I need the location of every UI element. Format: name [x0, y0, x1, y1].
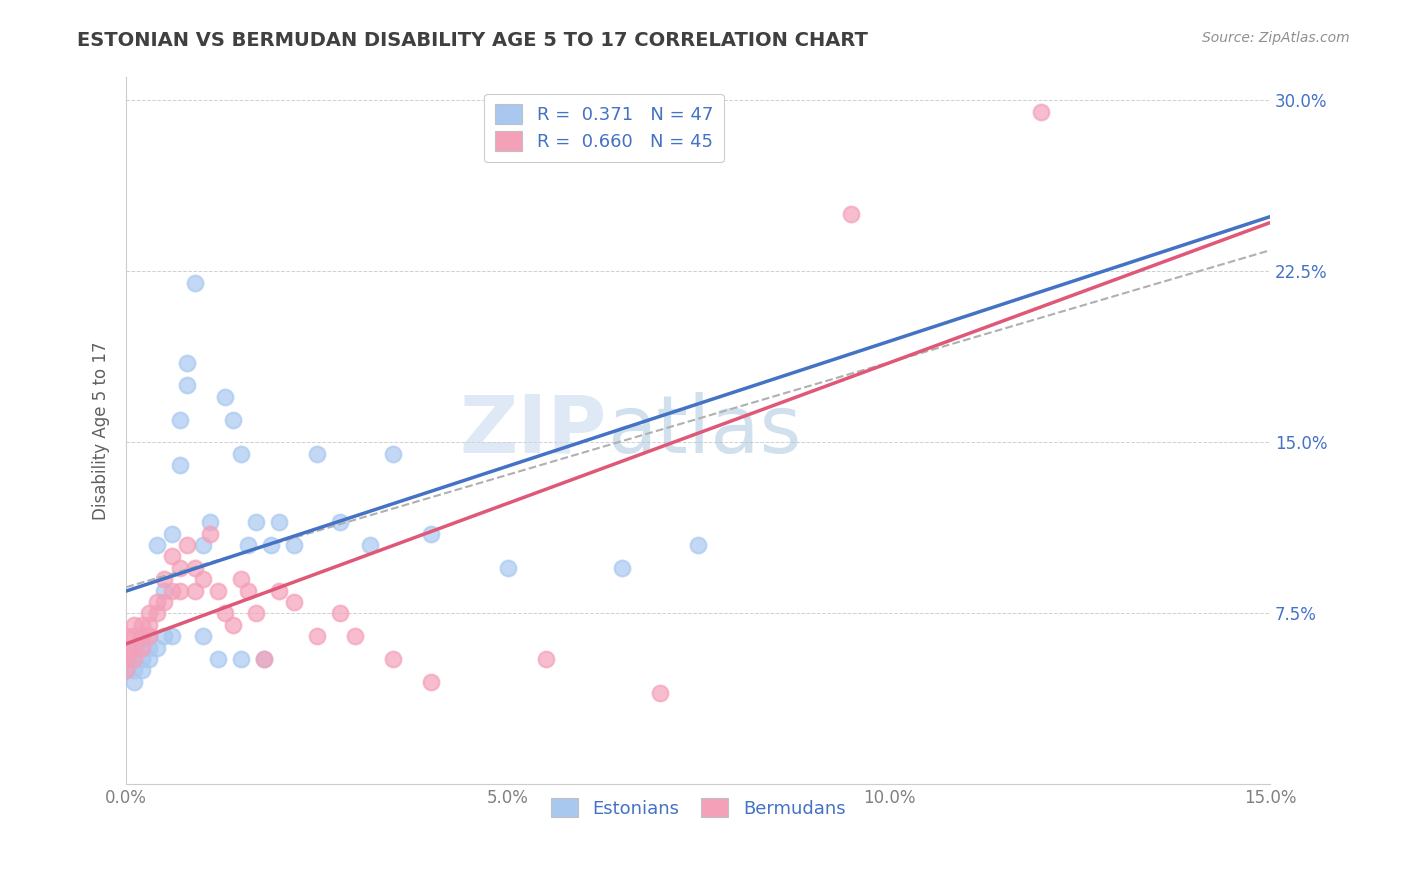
Point: [191, 629, 214, 643]
Point: [267, 583, 290, 598]
Legend: Estonians, Bermudans: Estonians, Bermudans: [544, 790, 852, 825]
Point: [153, 629, 176, 643]
Text: Source: ZipAtlas.com: Source: ZipAtlas.com: [1202, 31, 1350, 45]
Point: [382, 652, 405, 666]
Point: [153, 572, 176, 586]
Point: [115, 652, 138, 666]
Point: [222, 412, 245, 426]
Point: [420, 674, 443, 689]
Point: [382, 447, 405, 461]
Point: [131, 652, 153, 666]
Point: [207, 652, 229, 666]
Point: [245, 515, 267, 529]
Point: [214, 390, 236, 404]
Point: [115, 640, 138, 655]
Point: [496, 561, 519, 575]
Point: [198, 526, 221, 541]
Point: [115, 664, 138, 678]
Point: [176, 355, 198, 369]
Point: [176, 378, 198, 392]
Point: [610, 561, 633, 575]
Point: [160, 549, 183, 564]
Point: [534, 652, 557, 666]
Point: [160, 629, 183, 643]
Point: [238, 583, 260, 598]
Point: [146, 607, 169, 621]
Point: [160, 583, 183, 598]
Point: [267, 515, 290, 529]
Point: [122, 652, 145, 666]
Point: [138, 617, 160, 632]
Point: [198, 515, 221, 529]
Point: [169, 561, 191, 575]
Point: [122, 674, 145, 689]
Text: atlas: atlas: [607, 392, 801, 470]
Point: [138, 640, 160, 655]
Point: [176, 538, 198, 552]
Point: [138, 629, 160, 643]
Point: [283, 538, 305, 552]
Point: [131, 629, 153, 643]
Point: [252, 652, 274, 666]
Point: [131, 640, 153, 655]
Point: [305, 447, 328, 461]
Y-axis label: Disability Age 5 to 17: Disability Age 5 to 17: [93, 342, 110, 520]
Point: [122, 652, 145, 666]
Point: [122, 629, 145, 643]
Point: [160, 526, 183, 541]
Point: [131, 617, 153, 632]
Point: [305, 629, 328, 643]
Point: [344, 629, 367, 643]
Point: [122, 617, 145, 632]
Point: [839, 207, 862, 221]
Point: [238, 538, 260, 552]
Point: [169, 412, 191, 426]
Point: [184, 583, 207, 598]
Point: [115, 652, 138, 666]
Point: [122, 640, 145, 655]
Point: [1031, 104, 1053, 119]
Point: [146, 538, 169, 552]
Point: [153, 595, 176, 609]
Point: [184, 276, 207, 290]
Point: [260, 538, 283, 552]
Point: [122, 664, 145, 678]
Point: [138, 652, 160, 666]
Point: [534, 139, 557, 153]
Point: [688, 538, 710, 552]
Point: [329, 515, 352, 529]
Point: [131, 640, 153, 655]
Point: [245, 607, 267, 621]
Point: [207, 583, 229, 598]
Point: [169, 458, 191, 472]
Point: [122, 640, 145, 655]
Point: [184, 561, 207, 575]
Point: [115, 664, 138, 678]
Point: [115, 629, 138, 643]
Point: [191, 538, 214, 552]
Text: ZIP: ZIP: [460, 392, 607, 470]
Point: [420, 526, 443, 541]
Point: [138, 629, 160, 643]
Text: ESTONIAN VS BERMUDAN DISABILITY AGE 5 TO 17 CORRELATION CHART: ESTONIAN VS BERMUDAN DISABILITY AGE 5 TO…: [77, 31, 869, 50]
Point: [138, 607, 160, 621]
Point: [650, 686, 672, 700]
Point: [146, 640, 169, 655]
Point: [153, 583, 176, 598]
Point: [229, 572, 252, 586]
Point: [146, 595, 169, 609]
Point: [359, 538, 381, 552]
Point: [169, 583, 191, 598]
Point: [229, 447, 252, 461]
Point: [191, 572, 214, 586]
Point: [283, 595, 305, 609]
Point: [252, 652, 274, 666]
Point: [214, 607, 236, 621]
Point: [222, 617, 245, 632]
Point: [229, 652, 252, 666]
Point: [131, 629, 153, 643]
Point: [329, 607, 352, 621]
Point: [131, 664, 153, 678]
